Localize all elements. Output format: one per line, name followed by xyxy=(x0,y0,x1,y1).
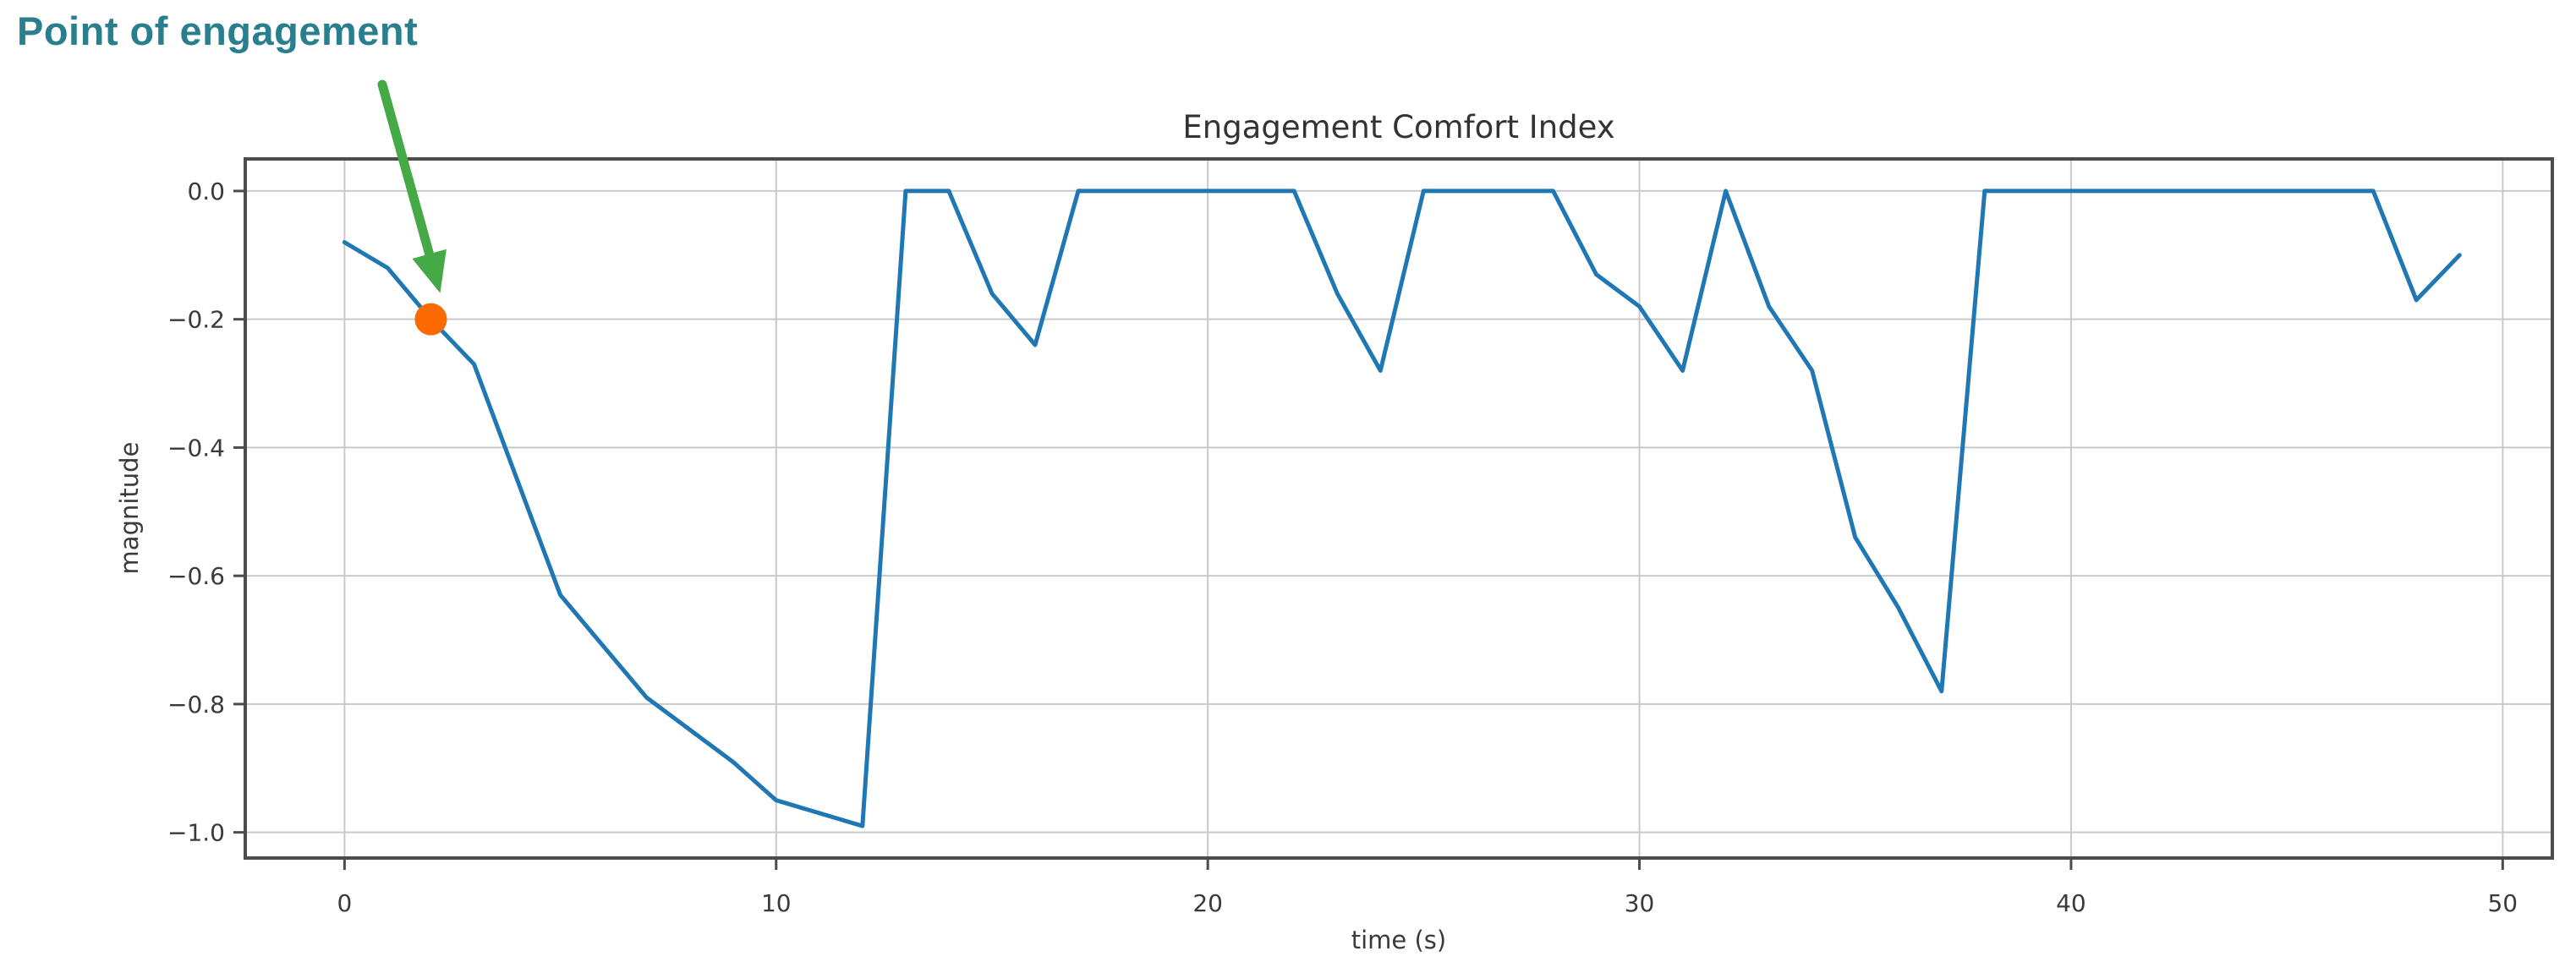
y-tick-label: −0.2 xyxy=(167,306,225,334)
x-tick-label: 30 xyxy=(1625,889,1655,917)
x-tick-label: 10 xyxy=(761,889,792,917)
x-tick-label: 40 xyxy=(2056,889,2086,917)
chart-title: Engagement Comfort Index xyxy=(1182,109,1614,145)
y-tick-label: −0.8 xyxy=(167,691,225,719)
y-tick-label: 0.0 xyxy=(187,178,225,205)
annotation-arrow-head xyxy=(412,249,447,293)
x-axis-label: time (s) xyxy=(1351,926,1446,954)
annotation-label: Point of engagement xyxy=(17,8,419,53)
y-axis-label: magnitude xyxy=(115,442,144,575)
y-tick-label: −0.6 xyxy=(167,562,225,590)
series-line xyxy=(342,189,2462,828)
y-tick-label: −1.0 xyxy=(167,819,225,847)
engagement-point-marker xyxy=(414,303,447,336)
x-tick-label: 50 xyxy=(2487,889,2518,917)
y-tick-label: −0.4 xyxy=(167,434,225,462)
x-tick-label: 0 xyxy=(337,889,352,917)
x-tick-label: 20 xyxy=(1192,889,1223,917)
annotation-arrow-shaft xyxy=(377,79,435,259)
plot-border xyxy=(244,157,2554,860)
